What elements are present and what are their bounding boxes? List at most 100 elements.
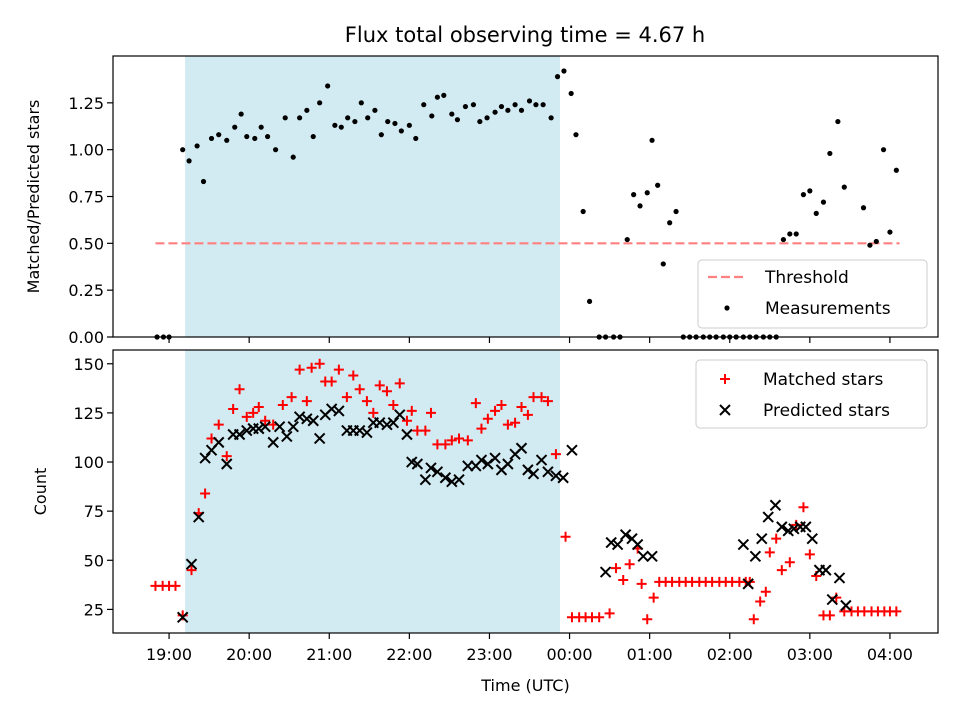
predicted-star-point	[535, 454, 548, 466]
legend-predicted-swatch	[719, 404, 731, 416]
predicted-star-point	[826, 593, 838, 606]
measurement-point	[290, 154, 296, 160]
predicted-star-point	[353, 424, 366, 437]
measurement-point	[518, 107, 525, 113]
predicted-star-point	[737, 538, 750, 551]
measurement-point	[332, 122, 338, 128]
measurement-point	[841, 184, 847, 190]
matched-star-point	[333, 364, 344, 375]
bottom-legend-box	[695, 359, 928, 429]
matched-star-point	[401, 415, 412, 426]
predicted-star-point	[599, 566, 612, 578]
bottom-y-tick-label: 25	[84, 600, 104, 619]
predicted-star-point	[502, 458, 514, 470]
measurement-point	[484, 115, 490, 121]
measurement-point	[827, 150, 833, 157]
matched-star-point	[496, 400, 507, 411]
measurement-point	[573, 132, 579, 138]
measurement-point	[441, 92, 447, 98]
measurement-point	[548, 115, 554, 121]
bottom-x-tick-label: 21:00	[306, 645, 352, 664]
matched-star-point	[388, 400, 399, 411]
top-y-tick-label: 0.25	[68, 281, 104, 300]
matched-star-point	[776, 565, 787, 576]
measurement-point	[413, 135, 419, 142]
predicted-star-point	[776, 521, 788, 533]
predicted-star-point	[840, 599, 852, 612]
measurement-point	[492, 109, 498, 115]
bottom-shaded-interval	[185, 350, 560, 633]
predicted-star-point	[542, 466, 554, 478]
measurement-point	[310, 133, 316, 140]
matched-star-point	[760, 586, 771, 597]
measurement-point	[208, 135, 215, 142]
predicted-star-point	[176, 611, 189, 623]
measurement-point	[385, 118, 391, 125]
predicted-star-point	[267, 436, 279, 449]
measurement-point	[787, 231, 793, 237]
bottom-y-tick-label: 75	[84, 502, 104, 521]
measurement-point	[813, 210, 819, 216]
top-y-tick-label: 1.00	[68, 141, 104, 160]
top-y-tick-label: 1.25	[68, 94, 104, 113]
predicted-star-point	[185, 558, 198, 570]
top-legend: Threshold Measurements	[697, 259, 928, 329]
predicted-star-point	[374, 417, 386, 429]
matched-star-point	[241, 411, 252, 422]
top-y-tick-label: 0.50	[68, 234, 104, 253]
measurement-point	[554, 74, 561, 80]
predicted-star-point	[742, 578, 754, 590]
matched-star-point	[550, 449, 561, 460]
matched-star-point	[361, 396, 372, 407]
measurement-point	[282, 115, 288, 121]
legend-matched-label: Matched stars	[763, 370, 883, 390]
predicted-star-point	[637, 550, 649, 563]
measurement-point	[338, 124, 344, 130]
matched-star-point	[260, 415, 271, 426]
matched-star-point	[394, 378, 405, 389]
measurement-point	[429, 113, 435, 119]
measurement-point	[421, 102, 427, 108]
matched-star-point	[213, 419, 224, 430]
measurement-point	[194, 143, 200, 149]
matched-star-point	[420, 425, 431, 436]
measurement-point	[673, 208, 679, 215]
measurement-point	[568, 90, 574, 97]
predicted-star-point	[833, 572, 846, 584]
matched-star-point	[748, 614, 759, 625]
measurement-point	[649, 137, 655, 143]
predicted-star-point	[631, 538, 644, 551]
predicted-star-point	[419, 474, 432, 486]
measurement-point	[186, 158, 192, 164]
measurement-point	[644, 190, 650, 196]
bottom-x-axis-label: Time (UTC)	[480, 676, 569, 695]
predicted-star-point	[475, 454, 488, 466]
matched-star-point	[560, 531, 571, 542]
measurement-point	[264, 133, 271, 140]
matched-star-point	[354, 384, 365, 395]
matched-star-point	[228, 403, 239, 414]
measurement-point	[434, 94, 440, 100]
predicted-star-point	[566, 444, 578, 456]
measurement-point	[297, 115, 303, 121]
predicted-star-point	[213, 436, 225, 449]
measurement-point	[893, 167, 899, 173]
predicted-star-point	[646, 550, 658, 563]
predicted-star-point	[453, 474, 465, 486]
matched-star-point	[510, 417, 521, 428]
measurement-point	[580, 208, 586, 215]
predicted-star-point	[425, 462, 437, 474]
measurement-point	[637, 203, 643, 209]
bottom-x-tick-label: 02:00	[707, 645, 753, 664]
matched-star-point	[306, 362, 317, 373]
predicted-star-point	[307, 415, 319, 427]
matched-star-point	[301, 396, 312, 407]
legend-measurements-label: Measurements	[765, 299, 891, 319]
predicted-star-point	[788, 523, 800, 535]
measurement-point	[586, 298, 593, 305]
predicted-star-point	[550, 470, 562, 482]
measurement-point	[561, 68, 567, 74]
legend-measurements-swatch	[724, 305, 730, 311]
predicted-star-point	[431, 466, 444, 478]
matched-star-point	[502, 419, 513, 430]
